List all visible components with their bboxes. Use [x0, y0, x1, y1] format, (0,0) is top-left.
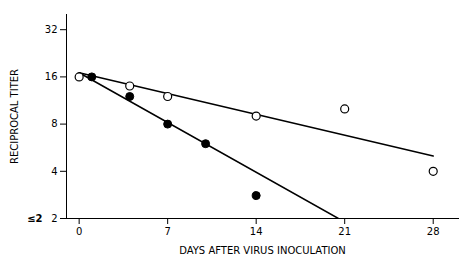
svg-text:7: 7 [164, 226, 170, 237]
svg-text:≤2: ≤2 [27, 213, 42, 224]
svg-text:32: 32 [45, 24, 58, 35]
svg-text:RECIPROCAL TITER: RECIPROCAL TITER [9, 69, 20, 164]
svg-text:DAYS AFTER VIRUS INOCULATION: DAYS AFTER VIRUS INOCULATION [179, 245, 346, 256]
svg-text:8: 8 [51, 118, 57, 129]
svg-text:0: 0 [76, 226, 82, 237]
svg-text:28: 28 [427, 226, 440, 237]
svg-text:4: 4 [51, 165, 57, 176]
svg-text:2: 2 [51, 213, 57, 224]
svg-text:16: 16 [45, 71, 58, 82]
svg-text:21: 21 [338, 226, 351, 237]
svg-text:14: 14 [250, 226, 263, 237]
